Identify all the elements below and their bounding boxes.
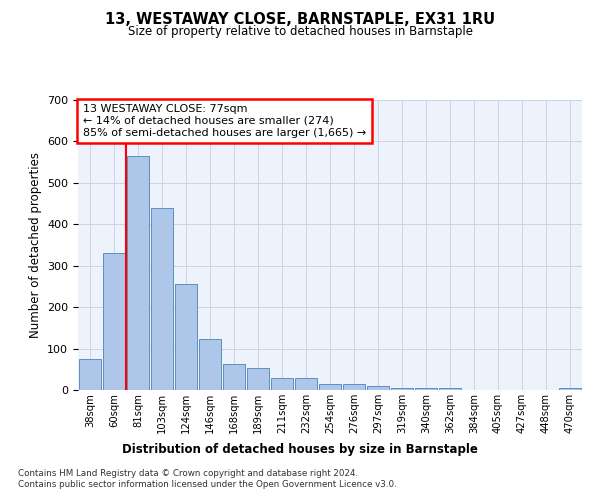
Bar [343, 384, 365, 390]
Bar [79, 359, 101, 390]
Text: Contains public sector information licensed under the Open Government Licence v3: Contains public sector information licen… [18, 480, 397, 489]
Bar [223, 364, 245, 390]
Bar [439, 388, 461, 390]
Text: 13 WESTAWAY CLOSE: 77sqm
← 14% of detached houses are smaller (274)
85% of semi-: 13 WESTAWAY CLOSE: 77sqm ← 14% of detach… [83, 104, 366, 138]
Bar [127, 156, 149, 390]
Bar [559, 388, 581, 390]
Bar [199, 340, 221, 390]
Bar [295, 378, 317, 390]
Text: Size of property relative to detached houses in Barnstaple: Size of property relative to detached ho… [128, 25, 473, 38]
Bar [367, 386, 389, 390]
Text: Distribution of detached houses by size in Barnstaple: Distribution of detached houses by size … [122, 442, 478, 456]
Bar [103, 254, 125, 390]
Bar [247, 368, 269, 390]
Text: 13, WESTAWAY CLOSE, BARNSTAPLE, EX31 1RU: 13, WESTAWAY CLOSE, BARNSTAPLE, EX31 1RU [105, 12, 495, 28]
Bar [319, 384, 341, 390]
Bar [151, 208, 173, 390]
Bar [415, 388, 437, 390]
Y-axis label: Number of detached properties: Number of detached properties [29, 152, 41, 338]
Bar [391, 388, 413, 390]
Text: Contains HM Land Registry data © Crown copyright and database right 2024.: Contains HM Land Registry data © Crown c… [18, 469, 358, 478]
Bar [175, 284, 197, 390]
Bar [271, 378, 293, 390]
